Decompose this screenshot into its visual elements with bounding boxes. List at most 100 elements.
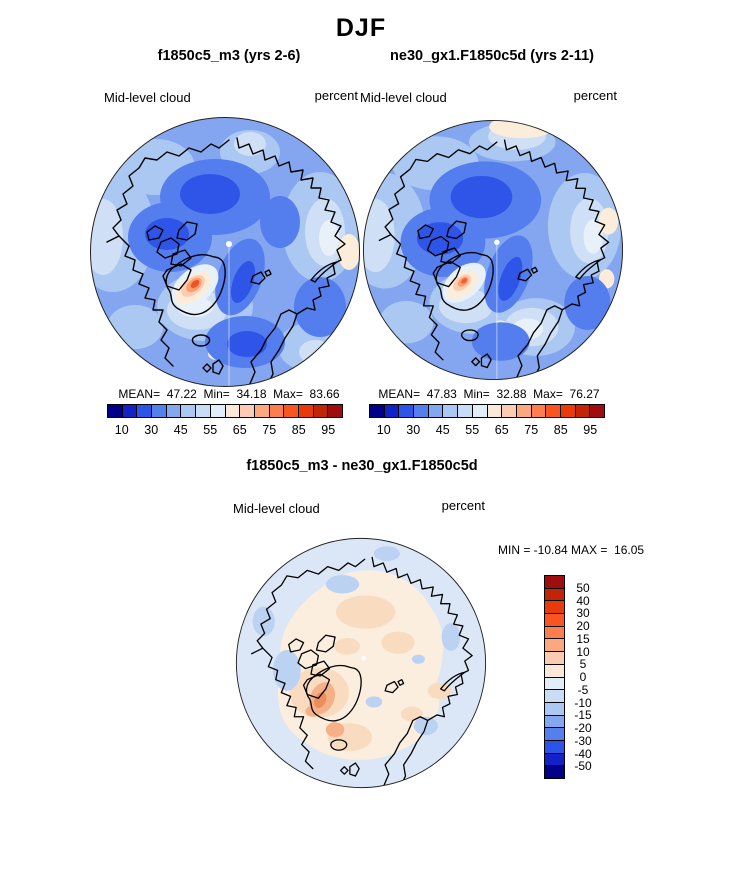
season-title: DJF xyxy=(335,14,387,42)
colorbar-segment xyxy=(501,405,516,417)
panel2-colorbar-ticks: 10 30 45 55 65 75 85 95 xyxy=(369,423,605,439)
colorbar-segment xyxy=(589,405,604,417)
colorbar-segment xyxy=(545,676,564,690)
colorbar-segment xyxy=(283,405,298,417)
colorbar-tick-label: 30 xyxy=(144,423,159,437)
diff-variable-label: Mid-level cloud xyxy=(233,501,320,516)
colorbar-segment xyxy=(239,405,254,417)
colorbar-tick-label: 85 xyxy=(291,423,306,437)
colorbar-segment xyxy=(545,739,564,753)
colorbar-segment xyxy=(545,600,564,614)
pole-dot xyxy=(361,655,367,661)
map-panel1-contours xyxy=(90,117,360,387)
colorbar-tick-label: 10 xyxy=(576,644,590,659)
colorbar-segment xyxy=(545,752,564,766)
panel2-stats: MEAN= 47.83 Min= 32.88 Max= 76.27 xyxy=(378,387,600,401)
pole-dot xyxy=(494,239,500,245)
colorbar-tick-label: 55 xyxy=(203,423,218,437)
panel1-stats: MEAN= 47.22 Min= 34.18 Max= 83.66 xyxy=(118,387,340,401)
diff-minmax: MIN = -10.84 MAX = 16.05 xyxy=(498,543,645,557)
colorbar-segment xyxy=(268,405,284,417)
colorbar-segment xyxy=(442,405,458,417)
diff-title: f1850c5_m3 - ne30_gx1.F1850c5d xyxy=(246,458,478,474)
colorbar-segment xyxy=(574,405,590,417)
colorbar-tick-label: 30 xyxy=(576,606,590,621)
colorbar-segment xyxy=(530,405,546,417)
colorbar-segment xyxy=(545,625,564,639)
colorbar-segment xyxy=(195,405,210,417)
colorbar-segment xyxy=(297,405,313,417)
colorbar-segment xyxy=(121,405,137,417)
diff-colorbar xyxy=(544,575,565,779)
colorbar-segment xyxy=(151,405,166,417)
panel2-units-label: percent xyxy=(573,88,617,103)
colorbar-tick-label: 95 xyxy=(583,423,598,437)
colorbar-tick-label: 50 xyxy=(576,580,590,595)
colorbar-segment xyxy=(545,689,564,702)
colorbar-tick-label: 75 xyxy=(524,423,539,437)
colorbar-tick-label: 95 xyxy=(321,423,336,437)
colorbar-segment xyxy=(383,405,399,417)
panel2-variable-label: Mid-level cloud xyxy=(360,90,447,105)
map-outline xyxy=(90,117,360,387)
colorbar-segment xyxy=(545,638,564,652)
colorbar-segment xyxy=(545,727,564,740)
colorbar-tick-label: 0 xyxy=(579,670,587,684)
panel1-variable-label: Mid-level cloud xyxy=(104,90,191,105)
colorbar-tick-label: 20 xyxy=(576,619,590,633)
colorbar-tick-label: 45 xyxy=(435,423,450,437)
colorbar-segment xyxy=(545,765,564,778)
colorbar-segment xyxy=(457,405,472,417)
colorbar-tick-label: -50 xyxy=(574,759,592,774)
colorbar-tick-label: -5 xyxy=(577,682,589,697)
colorbar-segment xyxy=(545,714,564,728)
panel1-colorbar-ticks: 10 30 45 55 65 75 85 95 xyxy=(107,423,343,439)
colorbar-segment xyxy=(413,405,428,417)
colorbar-tick-label: 10 xyxy=(376,423,391,437)
colorbar-tick-label: 65 xyxy=(232,423,247,437)
panel2-colorbar xyxy=(369,404,605,418)
map-panel2-contours xyxy=(363,120,623,380)
colorbar-segment xyxy=(224,405,240,417)
colorbar-segment xyxy=(312,405,328,417)
panel2-title: ne30_gx1.F1850c5d (yrs 2-11) xyxy=(390,48,594,64)
colorbar-tick-label: -30 xyxy=(574,733,592,748)
colorbar-segment xyxy=(545,587,564,601)
colorbar-tick-label: -20 xyxy=(574,721,592,735)
colorbar-tick-label: 55 xyxy=(465,423,480,437)
colorbar-segment xyxy=(165,405,181,417)
colorbar-segment xyxy=(471,405,487,417)
map-outline xyxy=(235,537,487,789)
map-outline xyxy=(362,119,624,381)
diff-colorbar-labels: 50 40 30 20 15 10 5 0 -5 -10 -15 -20 -30 -40 -50 xyxy=(568,575,602,779)
colorbar-segment xyxy=(545,663,564,677)
map-diff xyxy=(235,537,487,789)
colorbar-segment xyxy=(136,405,152,417)
colorbar-tick-label: 85 xyxy=(553,423,568,437)
colorbar-tick-label: 40 xyxy=(576,593,590,608)
colorbar-tick-label: -40 xyxy=(574,746,592,761)
map-diff-contours xyxy=(236,538,486,788)
colorbar-segment xyxy=(108,405,122,417)
colorbar-tick-label: -10 xyxy=(574,695,592,710)
colorbar-segment xyxy=(180,405,196,417)
colorbar-segment xyxy=(327,405,342,417)
colorbar-segment xyxy=(486,405,502,417)
map-panel1 xyxy=(90,117,360,387)
colorbar-tick-label: 65 xyxy=(494,423,509,437)
colorbar-tick-label: 30 xyxy=(406,423,421,437)
colorbar-segment xyxy=(515,405,531,417)
colorbar-tick-label: 15 xyxy=(576,631,590,646)
colorbar-segment xyxy=(370,405,384,417)
colorbar-segment xyxy=(545,405,560,417)
map-panel2 xyxy=(362,119,624,381)
colorbar-tick-label: 45 xyxy=(173,423,188,437)
colorbar-segment xyxy=(209,405,225,417)
colorbar-segment xyxy=(545,651,564,664)
colorbar-tick-label: 5 xyxy=(579,657,587,672)
colorbar-segment xyxy=(398,405,414,417)
pole-dot xyxy=(226,241,232,247)
colorbar-tick-label: 10 xyxy=(114,423,129,437)
colorbar-segment xyxy=(559,405,575,417)
